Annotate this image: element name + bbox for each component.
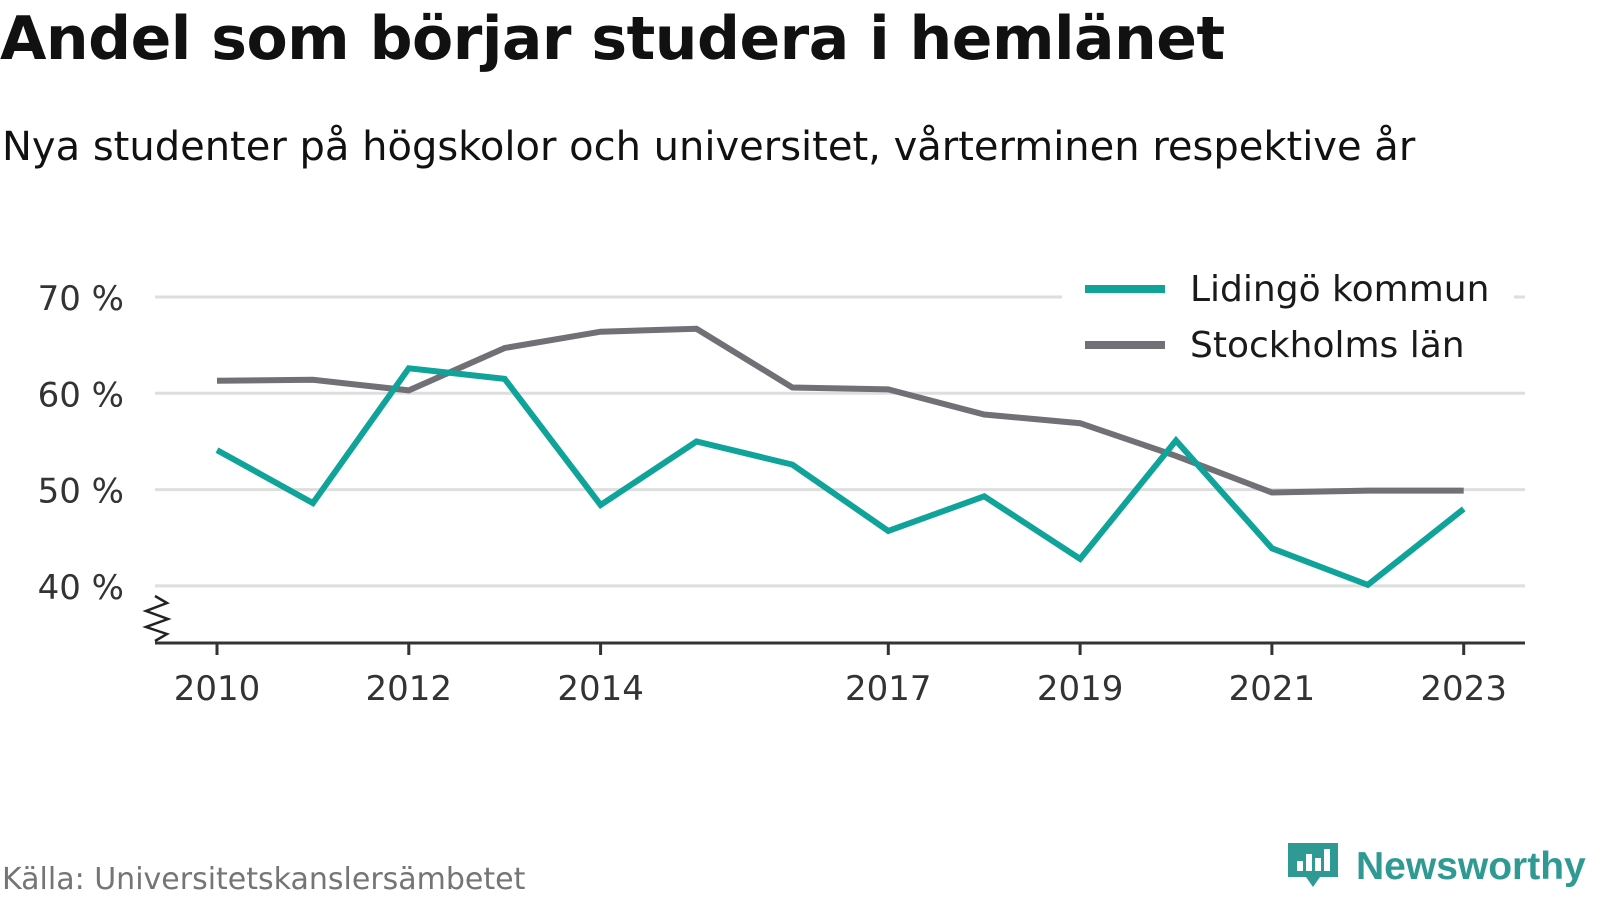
x-axis-tick-labels: 2010 2012 2014 2017 2019 2021 2023 bbox=[174, 669, 1507, 709]
x-tick-label: 2017 bbox=[845, 669, 932, 709]
x-axis bbox=[142, 594, 1525, 655]
legend-label: Stockholms län bbox=[1190, 325, 1465, 366]
y-tick-label: 70 % bbox=[38, 279, 124, 319]
brand-logo: Newsworthy bbox=[1288, 843, 1588, 893]
series-line-liding-kommun bbox=[215, 365, 1466, 589]
y-tick-label: 40 % bbox=[38, 568, 124, 608]
line-chart: 40 % 50 % 60 % 70 % 2010 2012 2014 2017 2019 202… bbox=[37, 259, 1525, 709]
y-axis-tick-labels: 40 % 50 % 60 % 70 % bbox=[38, 279, 124, 608]
series-lines bbox=[215, 325, 1466, 589]
chart-subtitle: Nya studenter på högskolor och universit… bbox=[2, 124, 1416, 170]
source-note: Källa: Universitetskanslersämbetet bbox=[2, 862, 526, 897]
y-tick-label: 50 % bbox=[38, 472, 124, 512]
series-line-stockholms-l-n bbox=[216, 325, 1464, 496]
brand-name: Newsworthy bbox=[1356, 845, 1586, 888]
y-tick-label: 60 % bbox=[38, 375, 124, 415]
legend: Lidingö kommun Stockholms län bbox=[1062, 259, 1514, 369]
x-tick-label: 2019 bbox=[1037, 669, 1124, 709]
x-tick-label: 2010 bbox=[174, 669, 261, 709]
x-tick-label: 2023 bbox=[1420, 669, 1507, 709]
axis-break-mark bbox=[142, 594, 172, 643]
x-tick-label: 2021 bbox=[1229, 669, 1316, 709]
newsworthy-logo-icon bbox=[1288, 843, 1338, 887]
legend-label: Lidingö kommun bbox=[1190, 269, 1489, 310]
chart-title: Andel som börjar studera i hemlänet bbox=[0, 4, 1225, 74]
x-tick-label: 2012 bbox=[366, 669, 453, 709]
x-tick-label: 2014 bbox=[557, 669, 644, 709]
